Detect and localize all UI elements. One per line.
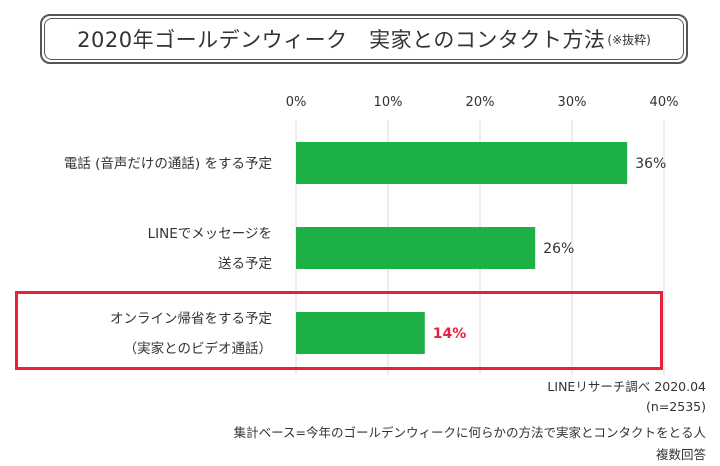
highlight-frame: [15, 291, 663, 370]
title-frame-outer: [40, 14, 688, 64]
x-tick-label: 40%: [650, 95, 679, 110]
category-label: 電話 (音声だけの通話) をする予定: [64, 155, 272, 172]
category-label: LINEでメッセージを: [148, 226, 272, 242]
x-tick-label: 30%: [558, 95, 587, 110]
category-label: 送る予定: [218, 256, 272, 272]
category-label: オンライン帰省をする予定: [110, 310, 272, 327]
value-label: 36%: [635, 156, 666, 172]
footer-base: 集計ベース=今年のゴールデンウィークに何らかの方法で実家とコンタクトをとる人: [233, 425, 706, 440]
x-tick-label: 10%: [374, 95, 403, 110]
footer-source: LINEリサーチ調べ 2020.04: [547, 379, 706, 394]
footer-sample-size: (n=2535): [646, 399, 706, 414]
chart-title-note: (※抜粋): [607, 32, 651, 47]
value-label: 26%: [543, 241, 574, 257]
value-label: 14%: [433, 326, 467, 342]
title-frame: 2020年ゴールデンウィーク 実家とのコンタクト方法 (※抜粋): [44, 18, 684, 60]
bar: [296, 312, 425, 354]
bar: [296, 227, 536, 269]
x-tick-label: 0%: [286, 95, 307, 110]
bar: [296, 142, 628, 184]
chart-title: 2020年ゴールデンウィーク 実家とのコンタクト方法: [77, 28, 606, 52]
x-tick-label: 20%: [466, 95, 495, 110]
category-label: （実家とのビデオ通話）: [124, 340, 272, 357]
footer-answer-type: 複数回答: [655, 447, 706, 462]
